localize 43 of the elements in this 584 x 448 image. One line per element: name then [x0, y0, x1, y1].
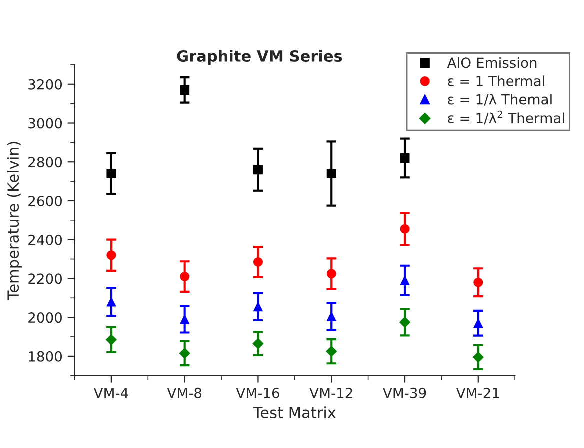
x-tick-label: VM-12	[310, 388, 352, 398]
y-tick-label: 3200	[28, 79, 62, 90]
point	[180, 272, 190, 282]
point	[400, 153, 410, 163]
y-tick-label: 1800	[29, 351, 62, 362]
y-tick-label: 3000	[28, 118, 62, 129]
y-tick-label: 2200	[28, 274, 62, 284]
y-tick-label: 2600	[28, 196, 62, 206]
x-tick-label: VM-21	[456, 388, 500, 398]
point	[106, 334, 117, 346]
legend-label: AlO Emission	[447, 57, 537, 68]
point	[180, 85, 190, 95]
point	[179, 348, 190, 360]
point	[474, 318, 484, 328]
point	[472, 352, 484, 363]
y-axis-title: Temperature (Kelvin)	[7, 142, 22, 300]
legend-label: ε = 1 Thermal	[448, 76, 544, 86]
point	[326, 312, 336, 322]
point	[106, 169, 116, 179]
point	[253, 165, 263, 175]
point	[106, 297, 116, 307]
y-tick-label: 2800	[28, 157, 62, 168]
point	[253, 257, 263, 267]
point	[252, 338, 264, 350]
chart-title: Graphite VM Series	[177, 50, 342, 65]
point	[180, 314, 190, 324]
x-tick-label: VM-8	[167, 388, 202, 398]
point	[400, 316, 410, 328]
y-tick-label: 2400	[28, 234, 62, 246]
point	[326, 346, 338, 358]
point	[326, 169, 336, 179]
x-tick-label: VM-4	[94, 388, 128, 398]
point	[326, 269, 336, 279]
x-tick-label: VM-39	[383, 388, 426, 398]
point	[474, 278, 484, 288]
x-tick-label: VM-16	[236, 388, 280, 398]
point	[106, 250, 116, 260]
point	[253, 302, 263, 312]
point	[400, 224, 410, 234]
legend-label: ε = 1/λ$^{2}$ Thermal	[448, 110, 564, 125]
x-axis-title: Test Matrix	[253, 406, 336, 418]
y-tick-label: 2000	[28, 312, 62, 324]
legend-label: ε = 1/λ Themal	[448, 94, 552, 106]
